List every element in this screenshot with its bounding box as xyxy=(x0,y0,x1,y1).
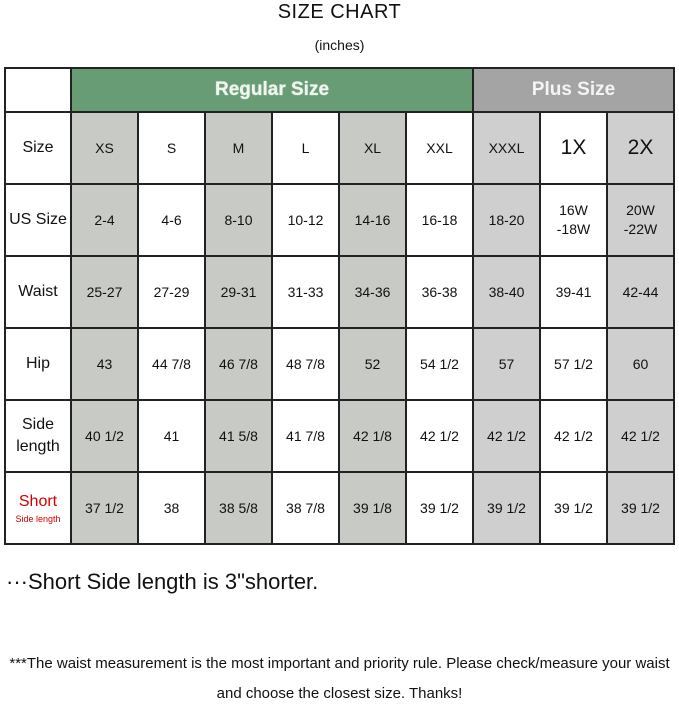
table-cell: 39-41 xyxy=(539,255,608,329)
table-cell: 42 1/2 xyxy=(472,399,541,473)
plus-size-header: Plus Size xyxy=(472,67,675,113)
table-cell: 18-20 xyxy=(472,183,541,257)
table-cell: 39 1/2 xyxy=(405,471,474,545)
table-row: Size XS S M L XL XXL XXXL 1X 2X xyxy=(4,111,675,185)
table-cell: 1X xyxy=(539,111,608,185)
table-cell: 20W -22W xyxy=(606,183,675,257)
table-cell: 39 1/8 xyxy=(338,471,407,545)
table-cell: 52 xyxy=(338,327,407,401)
table-cell: 38 5/8 xyxy=(204,471,273,545)
table-row: Short Side length 37 1/2 38 38 5/8 38 7/8 39 1… xyxy=(4,471,675,545)
table-cell: S xyxy=(137,111,206,185)
table-cell: XXL xyxy=(405,111,474,185)
chart-subtitle: (inches) xyxy=(314,37,365,53)
table-cell: 41 xyxy=(137,399,206,473)
table-cell: 31-33 xyxy=(271,255,340,329)
table-cell: XS xyxy=(70,111,139,185)
table-cell: 16-18 xyxy=(405,183,474,257)
table-cell: 54 1/2 xyxy=(405,327,474,401)
row-label: Side length xyxy=(4,399,72,473)
table-cell: 57 1/2 xyxy=(539,327,608,401)
table-cell: 16W -18W xyxy=(539,183,608,257)
table-cell: 42 1/8 xyxy=(338,399,407,473)
table-cell: 4-6 xyxy=(137,183,206,257)
row-label: Waist xyxy=(4,255,72,329)
table-cell: 40 1/2 xyxy=(70,399,139,473)
table-cell: 39 1/2 xyxy=(472,471,541,545)
table-cell: 14-16 xyxy=(338,183,407,257)
table-cell: 44 7/8 xyxy=(137,327,206,401)
corner-cell xyxy=(4,67,72,113)
table-cell: 39 1/2 xyxy=(606,471,675,545)
table-cell: XL xyxy=(338,111,407,185)
table-cell: 42-44 xyxy=(606,255,675,329)
waist-note: ***The waist measurement is the most imp… xyxy=(9,655,670,702)
table-cell: 42 1/2 xyxy=(539,399,608,473)
group-header-row: Regular Size Plus Size xyxy=(4,67,675,113)
table-cell: 39 1/2 xyxy=(539,471,608,545)
table-cell: 42 1/2 xyxy=(405,399,474,473)
table-cell: 46 7/8 xyxy=(204,327,273,401)
table-cell: 8-10 xyxy=(204,183,273,257)
short-length-note: ···Short Side length is 3"shorter. xyxy=(6,569,319,594)
table-cell: 48 7/8 xyxy=(271,327,340,401)
table-cell: 27-29 xyxy=(137,255,206,329)
row-label: Size xyxy=(4,111,72,185)
table-cell: XXXL xyxy=(472,111,541,185)
table-cell: 37 1/2 xyxy=(70,471,139,545)
row-label: US Size xyxy=(4,183,72,257)
table-row: Side length 40 1/2 41 41 5/8 41 7/8 42 1/8 42 … xyxy=(4,399,675,473)
table-cell: 2-4 xyxy=(70,183,139,257)
table-cell: 42 1/2 xyxy=(606,399,675,473)
regular-size-header: Regular Size xyxy=(70,67,474,113)
size-chart-table: Regular Size Plus Size Size XS S M L XL XXL XXX… xyxy=(4,67,675,545)
row-sublabel-text: Side length xyxy=(15,513,61,524)
table-cell: 36-38 xyxy=(405,255,474,329)
table-cell: 34-36 xyxy=(338,255,407,329)
table-cell: 29-31 xyxy=(204,255,273,329)
table-cell: 57 xyxy=(472,327,541,401)
chart-title: SIZE CHART xyxy=(277,1,402,23)
table-cell: 38-40 xyxy=(472,255,541,329)
table-cell: L xyxy=(271,111,340,185)
table-cell: 38 7/8 xyxy=(271,471,340,545)
table-cell: 43 xyxy=(70,327,139,401)
table-cell: 25-27 xyxy=(70,255,139,329)
row-label: Hip xyxy=(4,327,72,401)
table-cell: 38 xyxy=(137,471,206,545)
table-row: Hip 43 44 7/8 46 7/8 48 7/8 52 54 1/2 57 57 1/2 6… xyxy=(4,327,675,401)
table-cell: M xyxy=(204,111,273,185)
table-cell: 10-12 xyxy=(271,183,340,257)
table-cell: 2X xyxy=(606,111,675,185)
row-label: Short Side length xyxy=(4,471,72,545)
table-cell: 41 5/8 xyxy=(204,399,273,473)
table-row: Waist 25-27 27-29 29-31 31-33 34-36 36-38 38-40… xyxy=(4,255,675,329)
table-row: US Size 2-4 4-6 8-10 10-12 14-16 16-18 18-20 16W… xyxy=(4,183,675,257)
row-label-text: Short xyxy=(18,493,58,511)
table-cell: 60 xyxy=(606,327,675,401)
table-cell: 41 7/8 xyxy=(271,399,340,473)
